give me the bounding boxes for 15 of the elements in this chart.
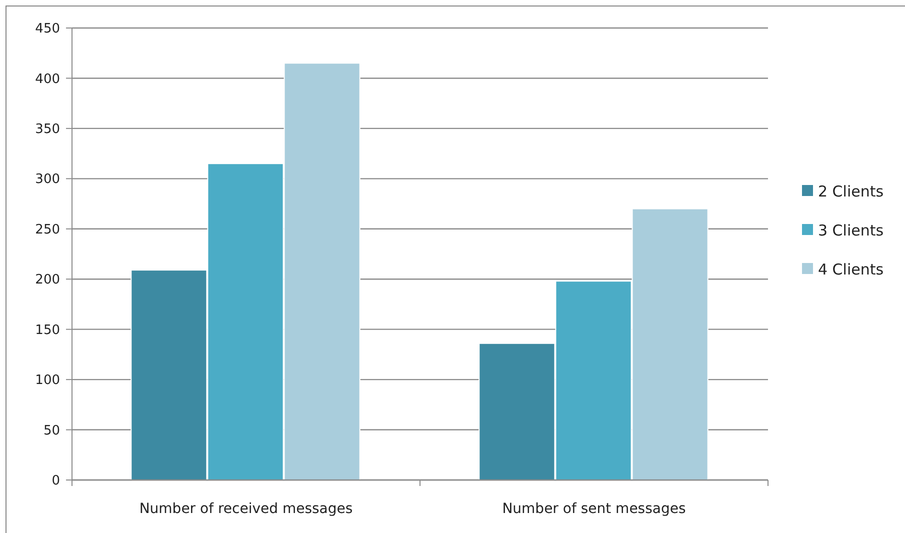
y-tick-label: 100: [35, 373, 60, 388]
y-tick-label: 400: [35, 72, 60, 87]
legend-label: 3 Clients: [818, 221, 884, 240]
y-tick-label: 450: [35, 22, 60, 37]
y-tick-label: 150: [35, 322, 60, 338]
y-tick-label: 0: [52, 474, 60, 489]
y-tick-label: 200: [35, 272, 60, 288]
legend-label: 4 Clients: [818, 260, 884, 278]
y-tick-label: 300: [35, 172, 60, 188]
y-tick-label: 250: [35, 222, 60, 238]
y-tick-label: 50: [43, 423, 60, 438]
y-tick-label: 350: [35, 122, 60, 137]
x-tick-label: Number of sent messages: [502, 501, 686, 517]
legend-label: 2 Clients: [818, 182, 884, 200]
x-tick-label: Number of received messages: [139, 501, 353, 517]
